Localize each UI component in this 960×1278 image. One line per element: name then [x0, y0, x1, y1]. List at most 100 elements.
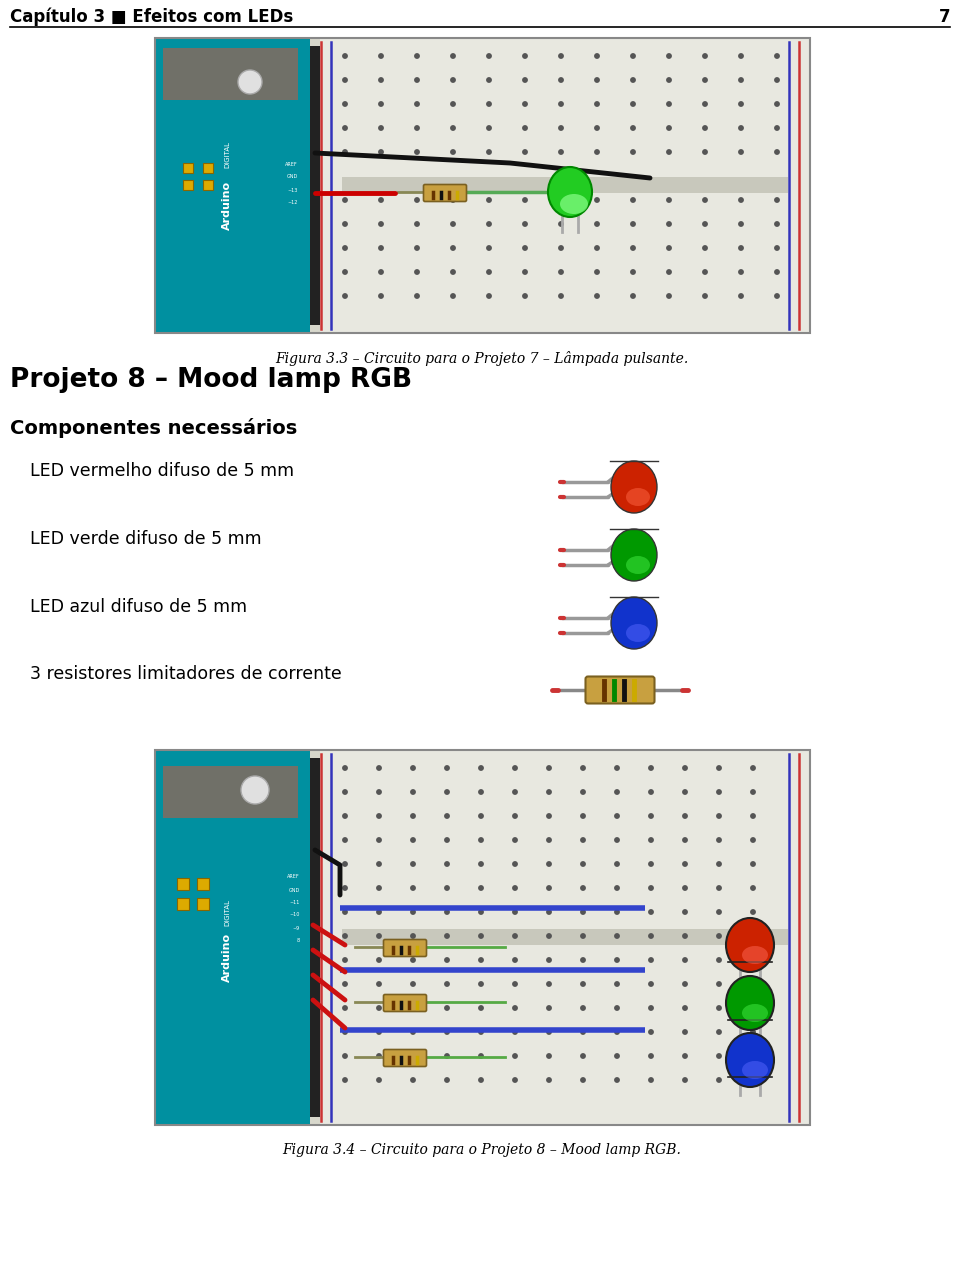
Circle shape: [479, 1030, 483, 1034]
Circle shape: [559, 54, 564, 59]
Circle shape: [379, 294, 383, 298]
Circle shape: [343, 838, 348, 842]
Text: ~13: ~13: [288, 188, 298, 193]
Circle shape: [523, 102, 527, 106]
Text: LED vermelho difuso de 5 mm: LED vermelho difuso de 5 mm: [30, 463, 294, 481]
Circle shape: [523, 245, 527, 250]
Circle shape: [703, 54, 708, 59]
FancyBboxPatch shape: [788, 38, 810, 334]
Circle shape: [649, 814, 653, 818]
Circle shape: [411, 790, 416, 794]
Circle shape: [775, 270, 780, 275]
Circle shape: [751, 814, 756, 818]
Circle shape: [595, 78, 599, 82]
Circle shape: [376, 982, 381, 987]
Circle shape: [559, 102, 564, 106]
Circle shape: [444, 838, 449, 842]
Circle shape: [683, 861, 687, 866]
Circle shape: [581, 934, 586, 938]
Circle shape: [444, 886, 449, 891]
Circle shape: [415, 102, 420, 106]
Circle shape: [343, 982, 348, 987]
FancyBboxPatch shape: [342, 750, 788, 1125]
Circle shape: [376, 1054, 381, 1058]
Circle shape: [614, 1054, 619, 1058]
Circle shape: [444, 910, 449, 914]
Text: ~12: ~12: [288, 199, 298, 204]
Circle shape: [717, 814, 721, 818]
Circle shape: [343, 910, 348, 914]
Circle shape: [411, 814, 416, 818]
Text: LED verde difuso de 5 mm: LED verde difuso de 5 mm: [30, 530, 262, 548]
Circle shape: [631, 270, 636, 275]
Circle shape: [376, 910, 381, 914]
Circle shape: [775, 125, 780, 130]
Circle shape: [683, 1030, 687, 1034]
Text: ~11: ~11: [290, 901, 300, 906]
Circle shape: [376, 1077, 381, 1082]
Circle shape: [559, 198, 564, 202]
Circle shape: [581, 838, 586, 842]
Circle shape: [487, 54, 492, 59]
Circle shape: [451, 270, 455, 275]
Circle shape: [683, 934, 687, 938]
Circle shape: [451, 78, 455, 82]
Circle shape: [523, 78, 527, 82]
Circle shape: [667, 222, 671, 226]
Circle shape: [595, 294, 599, 298]
Circle shape: [547, 910, 551, 914]
Circle shape: [683, 1054, 687, 1058]
Text: Arduino: Arduino: [222, 180, 232, 230]
Circle shape: [595, 150, 599, 155]
Circle shape: [487, 198, 492, 202]
Text: AREF: AREF: [285, 161, 298, 166]
Circle shape: [513, 766, 517, 771]
Circle shape: [775, 150, 780, 155]
Circle shape: [376, 1006, 381, 1010]
Circle shape: [415, 270, 420, 275]
Circle shape: [614, 790, 619, 794]
Circle shape: [547, 766, 551, 771]
Circle shape: [547, 861, 551, 866]
Circle shape: [513, 934, 517, 938]
Circle shape: [703, 102, 708, 106]
Circle shape: [523, 270, 527, 275]
FancyBboxPatch shape: [310, 46, 320, 325]
Circle shape: [739, 150, 743, 155]
Circle shape: [487, 294, 492, 298]
Circle shape: [343, 102, 348, 106]
Circle shape: [513, 1006, 517, 1010]
Circle shape: [667, 150, 671, 155]
Circle shape: [379, 245, 383, 250]
Circle shape: [683, 910, 687, 914]
Ellipse shape: [626, 624, 650, 642]
Circle shape: [376, 861, 381, 866]
Circle shape: [595, 245, 599, 250]
FancyBboxPatch shape: [197, 898, 209, 910]
FancyBboxPatch shape: [163, 49, 298, 100]
Circle shape: [717, 1030, 721, 1034]
Circle shape: [751, 1077, 756, 1082]
Circle shape: [343, 886, 348, 891]
Text: 3 resistores limitadores de corrente: 3 resistores limitadores de corrente: [30, 665, 342, 682]
Circle shape: [523, 198, 527, 202]
FancyBboxPatch shape: [155, 38, 810, 334]
Circle shape: [444, 934, 449, 938]
Circle shape: [703, 78, 708, 82]
Circle shape: [513, 814, 517, 818]
Circle shape: [547, 790, 551, 794]
Circle shape: [631, 294, 636, 298]
Circle shape: [343, 198, 348, 202]
FancyBboxPatch shape: [163, 766, 298, 818]
Circle shape: [581, 1077, 586, 1082]
Circle shape: [751, 982, 756, 987]
Circle shape: [559, 222, 564, 226]
Circle shape: [717, 982, 721, 987]
Circle shape: [751, 766, 756, 771]
Circle shape: [513, 886, 517, 891]
Circle shape: [547, 957, 551, 962]
Circle shape: [411, 910, 416, 914]
Circle shape: [379, 198, 383, 202]
Ellipse shape: [611, 529, 657, 581]
Circle shape: [238, 70, 262, 95]
